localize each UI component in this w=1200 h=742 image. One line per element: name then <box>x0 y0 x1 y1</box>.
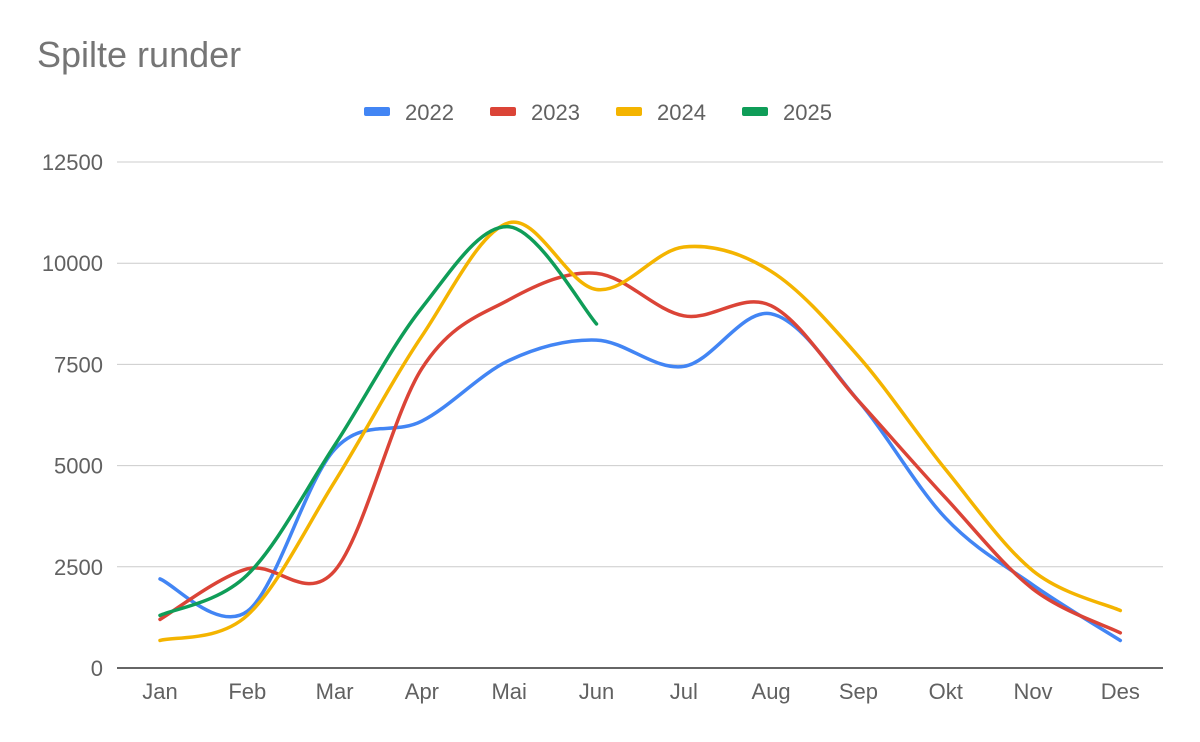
y-tick-label: 5000 <box>54 454 103 479</box>
y-tick-label: 12500 <box>42 150 103 175</box>
x-tick-label: Feb <box>228 679 266 704</box>
grid-lines <box>117 161 1163 568</box>
series-line-2023 <box>158 271 1123 635</box>
y-axis: 0 2500 5000 7500 10000 12500 <box>42 150 103 681</box>
y-tick-label: 2500 <box>54 555 103 580</box>
legend-swatch-2024 <box>616 107 642 116</box>
x-tick-label: Des <box>1101 679 1140 704</box>
series-lines <box>158 220 1123 643</box>
x-tick-label: Apr <box>405 679 439 704</box>
x-tick-label: Sep <box>839 679 878 704</box>
x-tick-label: Mai <box>491 679 526 704</box>
series-line-2022 <box>158 311 1123 643</box>
x-tick-label: Jun <box>579 679 614 704</box>
x-tick-label: Nov <box>1013 679 1052 704</box>
legend: 2022 2023 2024 2025 <box>364 100 832 125</box>
y-tick-label: 0 <box>91 656 103 681</box>
x-axis: Jan Feb Mar Apr Mai Jun Jul Aug Sep Okt Nov Des <box>117 667 1163 704</box>
y-tick-label: 10000 <box>42 251 103 276</box>
x-tick-label: Jul <box>670 679 698 704</box>
x-tick-label: Aug <box>752 679 791 704</box>
legend-swatch-2023 <box>490 107 516 116</box>
x-tick-label: Jan <box>142 679 177 704</box>
legend-label-2025: 2025 <box>783 100 832 125</box>
legend-swatch-2022 <box>364 107 390 116</box>
legend-swatch-2025 <box>742 107 768 116</box>
legend-label-2024: 2024 <box>657 100 706 125</box>
legend-label-2023: 2023 <box>531 100 580 125</box>
x-tick-label: Mar <box>316 679 354 704</box>
series-line-2025 <box>158 225 599 618</box>
x-tick-label: Okt <box>929 679 963 704</box>
chart-title: Spilte runder <box>37 34 242 75</box>
series-line-2024 <box>158 220 1123 643</box>
legend-label-2022: 2022 <box>405 100 454 125</box>
y-tick-label: 7500 <box>54 352 103 377</box>
